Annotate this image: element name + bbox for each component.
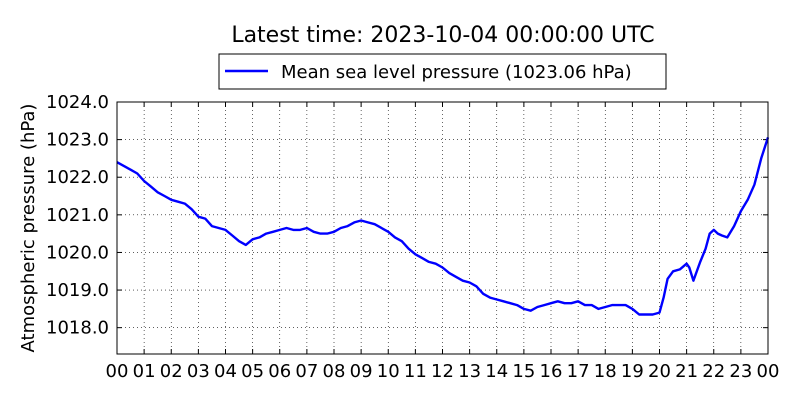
y-tick-label: 1020.0 (46, 242, 109, 263)
x-tick-label: 04 (214, 361, 237, 382)
legend-box (218, 53, 667, 90)
x-tick-label: 13 (458, 361, 481, 382)
x-tick-label: 19 (621, 361, 644, 382)
x-tick-label: 06 (268, 361, 291, 382)
y-tick-label: 1023.0 (46, 130, 109, 151)
legend: Mean sea level pressure (1023.06 hPa) (218, 53, 667, 90)
x-tick-label: 22 (702, 361, 725, 382)
chart-title: Latest time: 2023-10-04 00:00:00 UTC (231, 23, 654, 48)
x-tick-label: 23 (729, 361, 752, 382)
x-tick-label: 16 (540, 361, 563, 382)
x-tick-label: 00 (757, 361, 780, 382)
legend-label: Mean sea level pressure (1023.06 hPa) (281, 62, 632, 83)
series-line-pressure (116, 137, 770, 316)
y-tick-label: 1022.0 (46, 167, 109, 188)
x-tick-label: 10 (377, 361, 400, 382)
y-tick-label: 1024.0 (46, 92, 109, 113)
x-tick-label: 20 (648, 361, 671, 382)
x-tick-label: 00 (106, 361, 129, 382)
y-tick-label: 1021.0 (46, 205, 109, 226)
x-tick-label: 11 (404, 361, 427, 382)
x-tick-label: 12 (431, 361, 454, 382)
x-tick-label: 01 (133, 361, 156, 382)
plot-frame (116, 101, 769, 355)
x-tick-label: 02 (160, 361, 183, 382)
x-tick-label: 14 (485, 361, 508, 382)
x-tick-label: 09 (350, 361, 373, 382)
x-tick-label: 18 (594, 361, 617, 382)
y-axis-label: Atmospheric pressure (hPa) (18, 104, 39, 353)
x-tick-label: 08 (323, 361, 346, 382)
series-layer (116, 137, 770, 316)
y-tick-label: 1019.0 (46, 280, 109, 301)
x-tick-label: 07 (295, 361, 318, 382)
x-tick-label: 21 (675, 361, 698, 382)
x-tick-label: 15 (512, 361, 535, 382)
tick-labels: 00 01 02 03 04 05 06 07 08 09 10 11 12 13 14 15 16 17 18 19… (46, 92, 779, 382)
y-tick-label: 1018.0 (46, 318, 109, 339)
x-tick-label: 05 (241, 361, 264, 382)
x-tick-label: 03 (187, 361, 210, 382)
x-tick-label: 17 (567, 361, 590, 382)
ticks (116, 101, 769, 354)
